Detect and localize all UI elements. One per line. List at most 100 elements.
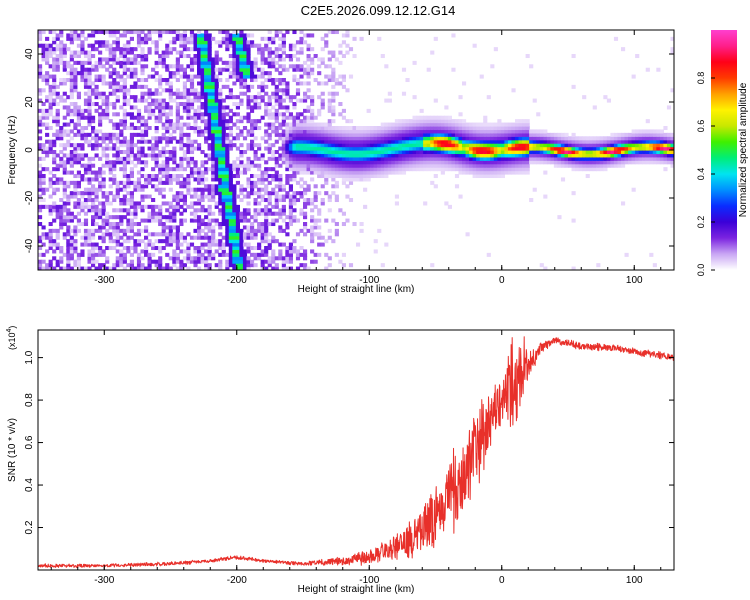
heatmap-cell bbox=[147, 91, 152, 96]
heatmap-cell bbox=[327, 256, 332, 261]
heatmap-cell bbox=[610, 139, 615, 144]
heatmap-cell bbox=[472, 122, 477, 127]
heatmap-cell bbox=[250, 74, 255, 79]
heatmap-cell bbox=[66, 256, 71, 261]
heatmap-cell bbox=[197, 30, 202, 35]
heatmap-cell bbox=[225, 167, 230, 172]
heatmap-cell bbox=[87, 50, 92, 55]
heatmap-cell bbox=[363, 132, 368, 137]
heatmap-cell bbox=[80, 126, 85, 131]
heatmap-cell bbox=[246, 177, 251, 182]
heatmap-cell bbox=[451, 122, 456, 127]
heatmap-cell bbox=[423, 153, 428, 158]
heatmap-cell bbox=[295, 160, 301, 165]
heatmap-cell bbox=[214, 122, 219, 127]
heatmap-cell bbox=[228, 211, 233, 216]
heatmap-cell bbox=[543, 156, 548, 161]
heatmap-cell bbox=[341, 136, 346, 141]
heatmap-cell bbox=[129, 259, 134, 264]
heatmap-cell bbox=[225, 153, 230, 158]
heatmap-cell bbox=[264, 266, 269, 270]
heatmap-cell bbox=[221, 208, 226, 213]
heatmap-cell bbox=[363, 160, 368, 165]
heatmap-cell bbox=[214, 239, 219, 244]
heatmap-cell bbox=[186, 136, 191, 141]
spectrogram-x-axis-label: Height of straight line (km) bbox=[298, 284, 415, 295]
heatmap-cell bbox=[264, 246, 269, 251]
heatmap-cell bbox=[257, 208, 262, 213]
heatmap-cell bbox=[377, 36, 382, 41]
heatmap-cell bbox=[578, 160, 583, 165]
heatmap-cell bbox=[493, 126, 498, 131]
heatmap-cell bbox=[469, 167, 474, 172]
heatmap-cell bbox=[606, 139, 611, 144]
heatmap-cell bbox=[239, 67, 244, 72]
heatmap-cell bbox=[334, 184, 339, 189]
heatmap-cell bbox=[186, 204, 191, 209]
heatmap-cell bbox=[80, 266, 85, 270]
heatmap-cell bbox=[465, 232, 470, 237]
heatmap-cell bbox=[621, 150, 626, 155]
heatmap-cell bbox=[235, 74, 240, 79]
heatmap-cell bbox=[221, 112, 226, 117]
heatmap-cell bbox=[370, 160, 375, 165]
heatmap-cell bbox=[338, 150, 343, 155]
heatmap-cell bbox=[182, 256, 187, 261]
heatmap-cell bbox=[649, 132, 654, 137]
heatmap-cell bbox=[179, 139, 184, 144]
heatmap-cell bbox=[98, 156, 103, 161]
heatmap-cell bbox=[285, 163, 290, 168]
heatmap-cell bbox=[175, 30, 180, 35]
heatmap-cell bbox=[324, 167, 329, 172]
heatmap-cell bbox=[345, 139, 350, 144]
heatmap-cell bbox=[232, 95, 237, 100]
heatmap-cell bbox=[267, 122, 272, 127]
heatmap-cell bbox=[267, 57, 272, 62]
heatmap-cell bbox=[228, 129, 233, 134]
heatmap-cell bbox=[253, 246, 258, 251]
heatmap-cell bbox=[267, 30, 272, 35]
heatmap-cell bbox=[115, 239, 120, 244]
heatmap-cell bbox=[310, 150, 315, 155]
heatmap-cell bbox=[303, 71, 308, 76]
heatmap-cell bbox=[462, 136, 467, 141]
heatmap-cell bbox=[253, 98, 258, 103]
heatmap-cell bbox=[98, 95, 103, 100]
heatmap-cell bbox=[387, 98, 392, 103]
heatmap-cell bbox=[91, 136, 96, 141]
heatmap-cell bbox=[136, 204, 142, 209]
heatmap-cell bbox=[281, 259, 286, 264]
heatmap-cell bbox=[419, 146, 424, 151]
heatmap-cell bbox=[154, 163, 159, 168]
heatmap-cell bbox=[112, 160, 117, 165]
heatmap-cell bbox=[101, 201, 106, 206]
heatmap-cell bbox=[207, 242, 212, 247]
heatmap-cell bbox=[112, 33, 117, 38]
heatmap-cell bbox=[69, 40, 74, 45]
heatmap-cell bbox=[235, 228, 240, 233]
heatmap-cell bbox=[345, 163, 350, 168]
heatmap-cell bbox=[136, 98, 142, 103]
heatmap-cell bbox=[73, 215, 78, 220]
heatmap-cell bbox=[69, 170, 74, 175]
heatmap-cell bbox=[631, 129, 636, 134]
heatmap-cell bbox=[606, 160, 611, 165]
heatmap-cell bbox=[126, 184, 131, 189]
heatmap-cell bbox=[391, 160, 396, 165]
heatmap-cell bbox=[214, 136, 219, 141]
heatmap-cell bbox=[94, 30, 99, 35]
heatmap-cell bbox=[126, 57, 131, 62]
heatmap-cell bbox=[253, 211, 258, 216]
heatmap-cell bbox=[267, 71, 272, 76]
heatmap-cell bbox=[331, 177, 336, 182]
heatmap-cell bbox=[557, 146, 562, 151]
heatmap-cell bbox=[115, 126, 120, 131]
heatmap-cell bbox=[260, 54, 265, 59]
heatmap-cell bbox=[264, 191, 269, 196]
heatmap-cell bbox=[126, 235, 131, 240]
heatmap-cell bbox=[112, 222, 117, 227]
heatmap-cell bbox=[225, 84, 230, 89]
heatmap-cell bbox=[398, 122, 403, 127]
heatmap-cell bbox=[151, 204, 156, 209]
heatmap-cell bbox=[469, 129, 474, 134]
